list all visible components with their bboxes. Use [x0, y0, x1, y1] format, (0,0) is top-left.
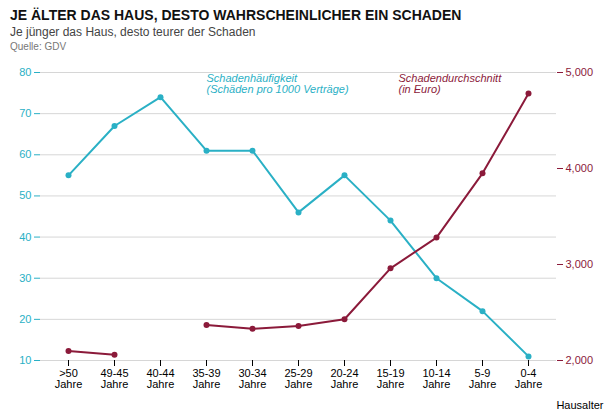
svg-text:>50Jahre: >50Jahre [55, 367, 83, 390]
svg-text:0-4Jahre: 0-4Jahre [515, 367, 543, 390]
svg-text:70: 70 [19, 107, 31, 119]
svg-text:10-14Jahre: 10-14Jahre [422, 367, 450, 390]
svg-text:10: 10 [19, 354, 31, 366]
svg-text:5-9Jahre: 5-9Jahre [469, 367, 497, 390]
svg-text:5,000: 5,000 [566, 66, 594, 78]
svg-text:20-24Jahre: 20-24Jahre [330, 367, 358, 390]
svg-text:Hausalter: Hausalter [556, 399, 603, 411]
svg-text:30-34Jahre: 30-34Jahre [238, 367, 266, 390]
svg-text:4,000: 4,000 [566, 162, 594, 174]
svg-text:35-39Jahre: 35-39Jahre [192, 367, 220, 390]
svg-text:60: 60 [19, 148, 31, 160]
svg-text:Schadenhäufigkeit(Schäden pro: Schadenhäufigkeit(Schäden pro 1000 Vertr… [207, 72, 349, 95]
html-text:JE ÄLTER DAS HAUS, DESTO WAHRS: JE ÄLTER DAS HAUS, DESTO WAHRSCHEINLICHE… [10, 7, 462, 23]
svg-text:40: 40 [19, 231, 31, 243]
svg-text:2,000: 2,000 [566, 354, 594, 366]
svg-text:20: 20 [19, 313, 31, 325]
svg-text:3,000: 3,000 [566, 258, 594, 270]
svg-text:49-45Jahre: 49-45Jahre [100, 367, 128, 390]
html-text:Quelle: GDV: Quelle: GDV [10, 41, 67, 52]
svg-text:25-29Jahre: 25-29Jahre [284, 367, 312, 390]
svg-text:50: 50 [19, 189, 31, 201]
svg-text:30: 30 [19, 272, 31, 284]
svg-text:40-44Jahre: 40-44Jahre [146, 367, 174, 390]
svg-text:80: 80 [19, 66, 31, 78]
svg-text:15-19Jahre: 15-19Jahre [376, 367, 404, 390]
svg-text:Schadendurchschnitt(in Euro): Schadendurchschnitt(in Euro) [399, 72, 503, 95]
html-text:Je jünger das Haus, desto teur: Je jünger das Haus, desto teurer der Sch… [10, 25, 256, 39]
